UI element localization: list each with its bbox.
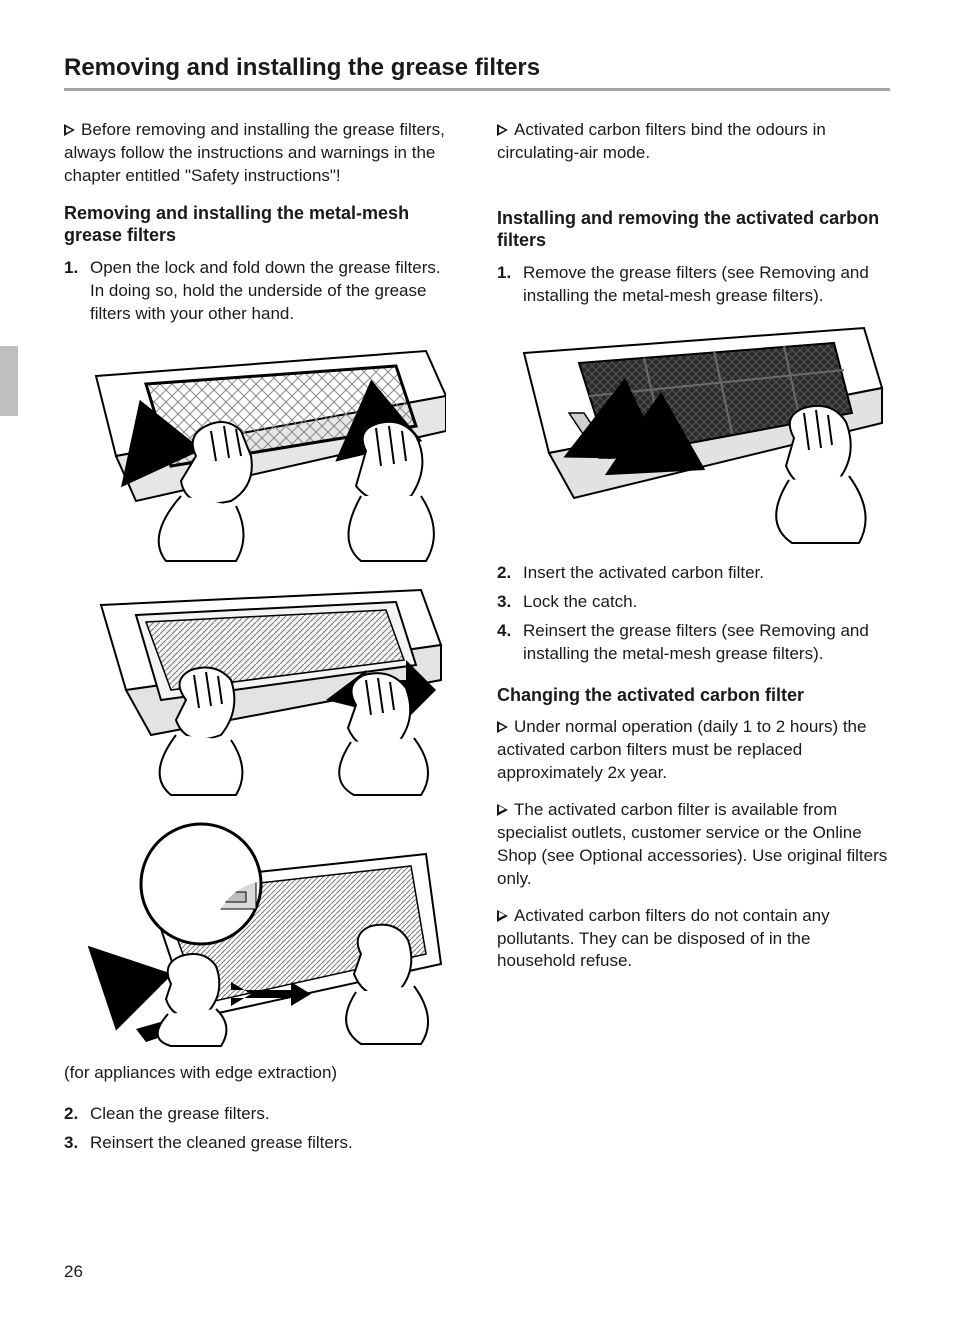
right-intro-note: Activated carbon filters bind the odours… (497, 119, 890, 165)
triangle-icon (497, 124, 508, 136)
figure-carbon-filter (497, 318, 890, 548)
left-intro-note: Before removing and installing the greas… (64, 119, 457, 188)
right-note-3: Activated carbon filters do not contain … (497, 905, 890, 974)
right-column: Activated carbon filters bind the odours… (497, 119, 890, 1161)
right-steps-a: Remove the grease filters (see Removing … (497, 262, 890, 308)
left-column: Before removing and installing the greas… (64, 119, 457, 1161)
note-text: Activated carbon filters do not contain … (497, 906, 830, 971)
right-subhead-1: Installing and removing the activated ca… (497, 207, 890, 252)
right-note-2: The activated carbon filter is available… (497, 799, 890, 891)
left-subhead-1: Removing and installing the metal-mesh g… (64, 202, 457, 247)
note-text: Under normal operation (daily 1 to 2 hou… (497, 717, 866, 782)
figure-caption: (for appliances with edge extraction) (64, 1063, 457, 1083)
right-steps-b: Insert the activated carbon filter. Lock… (497, 562, 890, 666)
triangle-icon (497, 910, 508, 922)
list-item: Reinsert the cleaned grease filters. (64, 1132, 457, 1155)
side-tab (0, 346, 18, 416)
left-steps-a: Open the lock and fold down the grease f… (64, 257, 457, 326)
figure-grease-filter-open (64, 336, 457, 566)
triangle-icon (497, 721, 508, 733)
figure-edge-extraction (64, 814, 457, 1049)
list-item: Insert the activated carbon filter. (497, 562, 890, 585)
list-item: Lock the catch. (497, 591, 890, 614)
page-title: Removing and installing the grease filte… (64, 54, 890, 91)
left-steps-b: Clean the grease filters. Reinsert the c… (64, 1103, 457, 1155)
left-intro-text: Before removing and installing the greas… (64, 120, 445, 185)
right-note-1: Under normal operation (daily 1 to 2 hou… (497, 716, 890, 785)
list-item: Clean the grease filters. (64, 1103, 457, 1126)
triangle-icon (497, 804, 508, 816)
page-number: 26 (64, 1262, 83, 1282)
right-subhead-2: Changing the activated carbon filter (497, 684, 890, 707)
triangle-icon (64, 124, 75, 136)
content-columns: Before removing and installing the greas… (64, 119, 890, 1161)
note-text: The activated carbon filter is available… (497, 800, 887, 888)
list-item: Remove the grease filters (see Removing … (497, 262, 890, 308)
figure-grease-filter-hold (64, 580, 457, 800)
list-item: Reinsert the grease filters (see Removin… (497, 620, 890, 666)
right-intro-text: Activated carbon filters bind the odours… (497, 120, 826, 162)
list-item: Open the lock and fold down the grease f… (64, 257, 457, 326)
